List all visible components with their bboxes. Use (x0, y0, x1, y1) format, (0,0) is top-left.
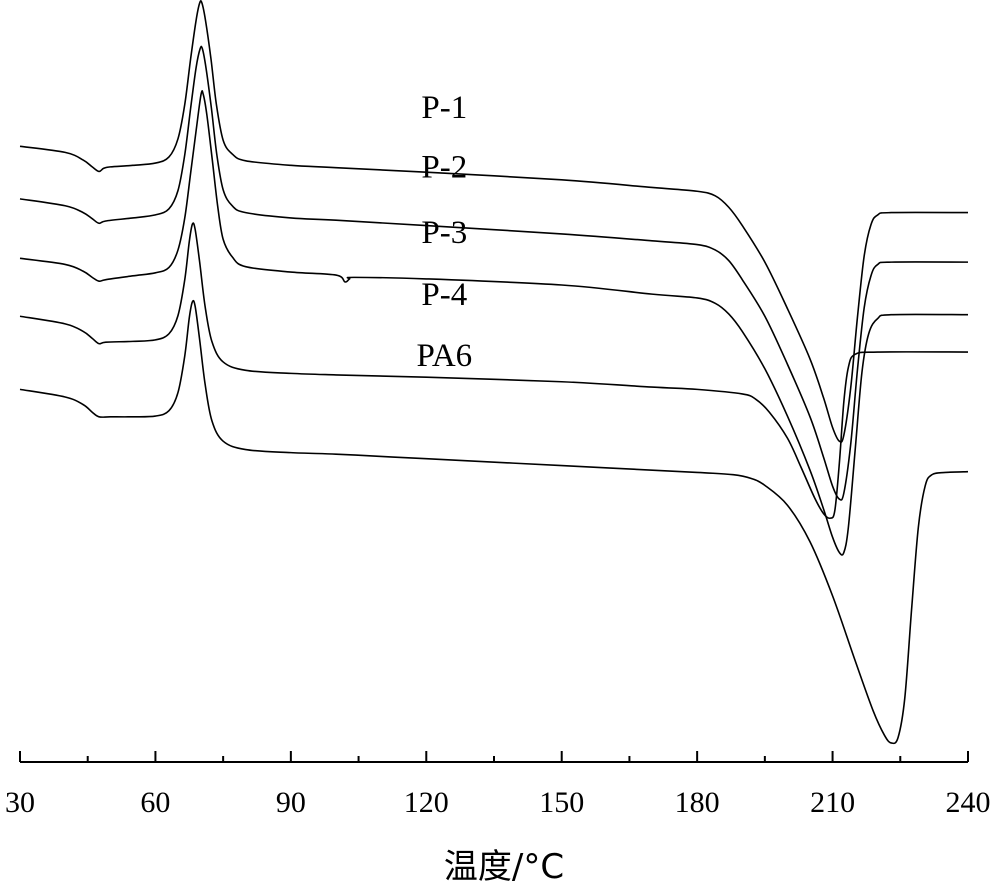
curves-group (19, 0, 969, 745)
x-tick-label: 180 (675, 786, 720, 819)
series-label-p-2: P-2 (421, 150, 467, 186)
x-ticks-group (19, 751, 969, 762)
series-label-p-4: P-4 (421, 277, 467, 313)
x-axis: 30 60 90 120 150 180 210 240 (5, 751, 991, 819)
series-line-p-2 (19, 45, 969, 501)
x-tick-label: 30 (5, 786, 35, 819)
series-label-p-1: P-1 (421, 90, 467, 126)
series-label-pa6: PA6 (417, 338, 473, 374)
x-tick-label: 120 (404, 786, 449, 819)
series-line-p-3 (19, 90, 969, 556)
x-tick-label: 90 (276, 786, 306, 819)
x-tick-label: 240 (946, 786, 991, 819)
x-tick-label: 150 (539, 786, 584, 819)
x-tick-labels-group: 30 60 90 120 150 180 210 240 (5, 786, 991, 819)
series-line-p-4 (19, 222, 969, 520)
x-axis-title: 温度/°C (444, 847, 564, 887)
x-tick-label: 60 (140, 786, 170, 819)
series-line-p-1 (19, 0, 969, 443)
series-line-pa6 (19, 299, 969, 745)
x-tick-label: 210 (810, 786, 855, 819)
series-labels-group: P-1 P-2 P-3 P-4 PA6 (417, 90, 473, 374)
series-label-p-3: P-3 (421, 215, 467, 251)
